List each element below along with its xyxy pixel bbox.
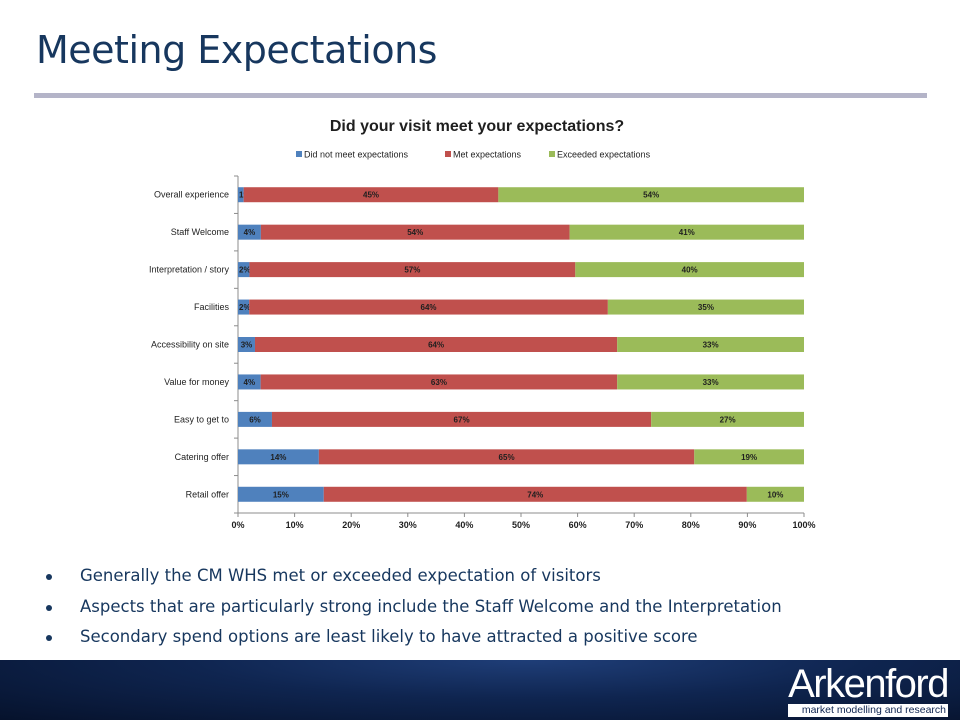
category-label: Value for money xyxy=(164,377,229,387)
data-label: 63% xyxy=(431,378,447,387)
bar-segment xyxy=(575,262,804,278)
bar-segment xyxy=(318,449,695,465)
bar-segment xyxy=(238,486,324,502)
data-label: 6% xyxy=(249,415,261,424)
legend-label: Exceeded expectations xyxy=(557,150,651,160)
bar-segment xyxy=(238,187,244,203)
company-logo: Arkenford market modelling and research xyxy=(752,662,949,718)
x-tick-label: 90% xyxy=(738,520,756,530)
bar-segment xyxy=(260,224,570,240)
x-tick-label: 0% xyxy=(231,520,244,530)
bar-segment xyxy=(271,411,652,427)
category-label: Interpretation / story xyxy=(149,265,230,275)
data-label: 33% xyxy=(703,378,719,387)
category-label: Overall experience xyxy=(154,190,229,200)
x-tick-label: 100% xyxy=(792,520,815,530)
legend-swatch xyxy=(549,151,555,157)
bar-segment xyxy=(238,374,261,390)
legend-label: Met expectations xyxy=(453,150,522,160)
footer-banner: Arkenford market modelling and research xyxy=(0,660,960,720)
bullet-item: Secondary spend options are least likely… xyxy=(44,624,782,655)
data-label: 10% xyxy=(767,490,783,499)
bar-segment xyxy=(651,411,804,427)
legend-swatch xyxy=(296,151,302,157)
bar-segment xyxy=(238,337,255,352)
bar-segment xyxy=(617,374,804,390)
data-label: 27% xyxy=(720,415,736,424)
bullet-text: Secondary spend options are least likely… xyxy=(80,627,698,646)
bar-segment xyxy=(260,374,618,390)
data-label: 2% xyxy=(239,266,251,275)
bullet-text: Generally the CM WHS met or exceeded exp… xyxy=(80,566,601,585)
bar-segment xyxy=(249,299,608,315)
logo-wordmark: Arkenford xyxy=(788,662,949,706)
x-tick-label: 60% xyxy=(569,520,587,530)
bar-segment xyxy=(569,224,804,240)
bar-segment xyxy=(746,486,804,502)
x-tick-label: 40% xyxy=(455,520,473,530)
chart-title: Did your visit meet your expectations? xyxy=(330,118,624,135)
data-label: 3% xyxy=(241,341,253,350)
data-label: 14% xyxy=(270,453,286,462)
category-label: Staff Welcome xyxy=(171,227,229,237)
data-label: 64% xyxy=(428,341,444,350)
data-label: 33% xyxy=(703,341,719,350)
data-label: 40% xyxy=(682,266,698,275)
bar-segment xyxy=(238,411,272,427)
bullet-list: Generally the CM WHS met or exceeded exp… xyxy=(44,563,782,655)
data-label: 74% xyxy=(527,490,543,499)
x-tick-label: 10% xyxy=(286,520,304,530)
data-label: 4% xyxy=(244,228,256,237)
bullet-item: Aspects that are particularly strong inc… xyxy=(44,594,782,625)
category-label: Facilities xyxy=(194,302,230,312)
data-label: 4% xyxy=(244,378,256,387)
x-tick-label: 20% xyxy=(342,520,360,530)
title-divider xyxy=(34,93,927,98)
stacked-bar-chart: Did your visit meet your expectations? Di… xyxy=(149,118,816,530)
category-label: Retail offer xyxy=(186,489,229,499)
data-label: 41% xyxy=(679,228,695,237)
data-label: 67% xyxy=(454,415,470,424)
data-label: 35% xyxy=(698,303,714,312)
data-label: 19% xyxy=(741,453,757,462)
data-label: 2% xyxy=(239,303,251,312)
bar-segment xyxy=(238,299,250,315)
data-label: 65% xyxy=(499,453,515,462)
x-tick-label: 50% xyxy=(512,520,530,530)
data-label: 54% xyxy=(643,191,659,200)
bar-segment xyxy=(254,337,618,352)
bar-segment xyxy=(323,486,747,502)
category-label: Catering offer xyxy=(175,452,229,462)
bar-segment xyxy=(238,224,261,240)
slide-title: Meeting Expectations xyxy=(36,28,437,72)
data-label: 57% xyxy=(404,266,420,275)
data-label: 45% xyxy=(363,191,379,200)
category-label: Easy to get to xyxy=(174,414,229,424)
legend-swatch xyxy=(445,151,451,157)
bar-segment xyxy=(694,449,804,465)
bar-segment xyxy=(617,337,804,352)
data-label: 15% xyxy=(273,490,289,499)
x-tick-label: 70% xyxy=(625,520,643,530)
bar-segment xyxy=(249,262,576,278)
logo-tagline: market modelling and research xyxy=(788,704,948,717)
legend-label: Did not meet expectations xyxy=(304,150,409,160)
bar-segment xyxy=(243,187,499,203)
x-tick-label: 30% xyxy=(399,520,417,530)
bullet-dot-icon xyxy=(46,635,52,641)
bullet-text: Aspects that are particularly strong inc… xyxy=(80,596,782,616)
bar-segment xyxy=(607,299,804,315)
data-label: 54% xyxy=(407,228,423,237)
bullet-item: Generally the CM WHS met or exceeded exp… xyxy=(44,563,782,594)
bar-segment xyxy=(498,187,804,203)
bullet-dot-icon xyxy=(46,574,52,580)
category-label: Accessibility on site xyxy=(151,340,229,350)
bar-segment xyxy=(238,262,250,278)
data-label: 64% xyxy=(421,303,437,312)
bullet-dot-icon xyxy=(46,604,52,611)
x-tick-label: 80% xyxy=(682,520,700,530)
bar-segment xyxy=(238,449,319,465)
